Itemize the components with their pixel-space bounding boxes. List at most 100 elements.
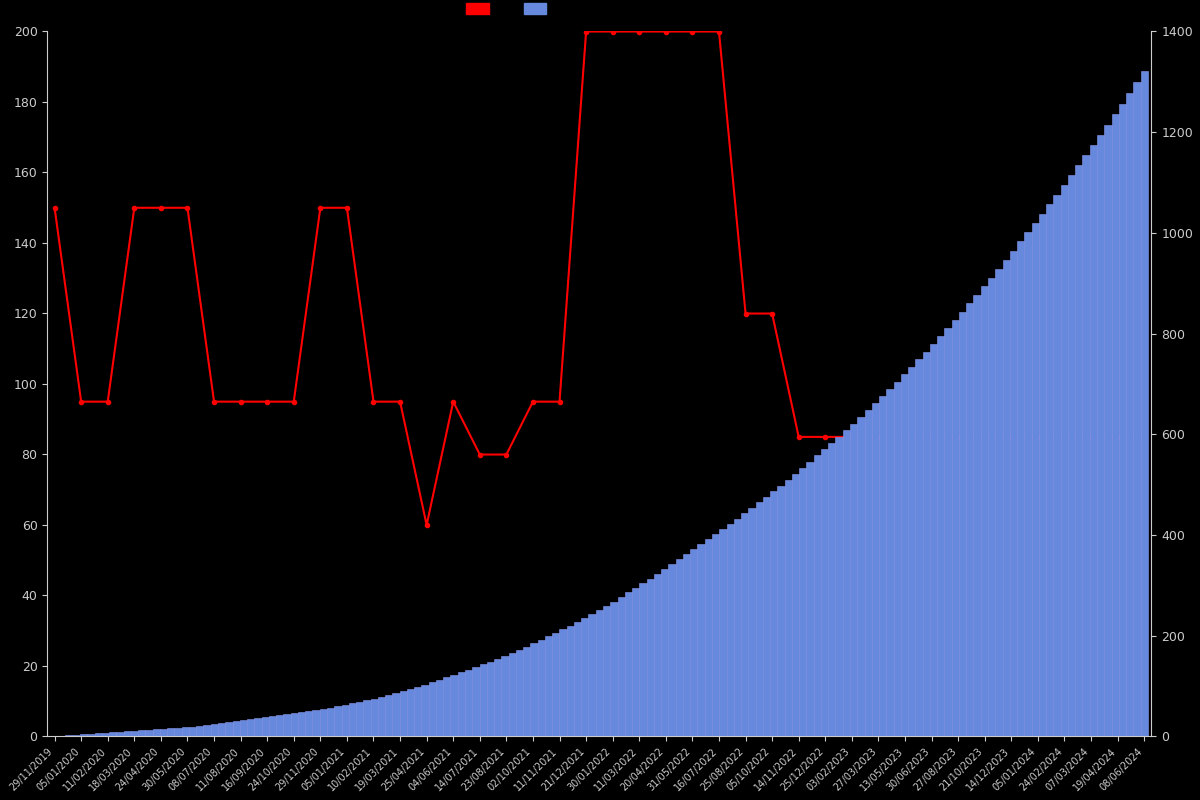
Bar bbox=[326, 708, 335, 737]
Bar bbox=[625, 593, 632, 737]
Bar bbox=[145, 730, 152, 737]
Bar bbox=[726, 524, 733, 737]
Bar bbox=[1126, 93, 1133, 737]
Bar bbox=[835, 437, 842, 737]
Bar bbox=[342, 705, 349, 737]
Bar bbox=[581, 618, 588, 737]
Bar bbox=[233, 722, 240, 737]
Bar bbox=[880, 396, 887, 737]
Bar bbox=[538, 640, 545, 737]
Bar bbox=[668, 564, 676, 737]
Bar bbox=[611, 602, 618, 737]
Bar bbox=[966, 303, 973, 737]
Bar bbox=[211, 725, 218, 737]
Bar bbox=[1097, 134, 1104, 737]
Bar bbox=[473, 667, 480, 737]
Bar bbox=[262, 718, 269, 737]
Bar bbox=[181, 727, 188, 737]
Bar bbox=[712, 534, 719, 737]
Bar bbox=[887, 389, 894, 737]
Bar bbox=[871, 403, 880, 737]
Bar bbox=[916, 359, 923, 737]
Bar bbox=[400, 691, 407, 737]
Bar bbox=[174, 728, 181, 737]
Bar bbox=[930, 344, 937, 737]
Bar bbox=[676, 559, 683, 737]
Bar bbox=[188, 727, 197, 737]
Bar bbox=[443, 677, 450, 737]
Bar bbox=[80, 734, 88, 737]
Bar bbox=[1068, 175, 1075, 737]
Bar bbox=[1104, 125, 1111, 737]
Bar bbox=[770, 491, 778, 737]
Bar bbox=[502, 656, 509, 737]
Legend: , : , bbox=[466, 2, 556, 15]
Bar bbox=[683, 554, 690, 737]
Bar bbox=[574, 622, 581, 737]
Bar bbox=[857, 418, 864, 737]
Bar bbox=[995, 269, 1002, 737]
Bar bbox=[312, 710, 319, 737]
Bar bbox=[988, 278, 995, 737]
Bar bbox=[908, 367, 916, 737]
Bar bbox=[850, 424, 857, 737]
Bar bbox=[1118, 103, 1126, 737]
Bar bbox=[138, 730, 145, 737]
Bar bbox=[450, 674, 457, 737]
Bar bbox=[480, 665, 487, 737]
Bar bbox=[742, 514, 749, 737]
Bar bbox=[457, 672, 466, 737]
Bar bbox=[647, 579, 654, 737]
Bar bbox=[1111, 114, 1118, 737]
Bar bbox=[378, 698, 385, 737]
Bar bbox=[1061, 185, 1068, 737]
Bar bbox=[1090, 145, 1097, 737]
Bar bbox=[73, 735, 80, 737]
Bar bbox=[516, 650, 523, 737]
Bar bbox=[102, 733, 109, 737]
Bar bbox=[1002, 260, 1010, 737]
Bar bbox=[654, 574, 661, 737]
Bar bbox=[778, 486, 785, 737]
Bar bbox=[226, 722, 233, 737]
Bar bbox=[959, 312, 966, 737]
Bar bbox=[618, 597, 625, 737]
Bar bbox=[1039, 214, 1046, 737]
Bar bbox=[407, 689, 414, 737]
Bar bbox=[204, 726, 211, 737]
Bar bbox=[749, 508, 756, 737]
Bar bbox=[1075, 165, 1082, 737]
Bar bbox=[385, 695, 392, 737]
Bar bbox=[152, 730, 160, 737]
Bar bbox=[116, 732, 124, 737]
Bar bbox=[842, 430, 850, 737]
Bar bbox=[509, 653, 516, 737]
Bar bbox=[704, 539, 712, 737]
Bar bbox=[131, 731, 138, 737]
Bar bbox=[364, 700, 371, 737]
Bar bbox=[595, 610, 604, 737]
Bar bbox=[828, 443, 835, 737]
Bar bbox=[821, 450, 828, 737]
Bar bbox=[371, 698, 378, 737]
Bar bbox=[973, 295, 980, 737]
Bar bbox=[604, 606, 611, 737]
Bar bbox=[530, 643, 538, 737]
Bar bbox=[240, 720, 247, 737]
Bar bbox=[792, 474, 799, 737]
Bar bbox=[559, 630, 566, 737]
Bar bbox=[923, 352, 930, 737]
Bar bbox=[349, 703, 356, 737]
Bar bbox=[283, 714, 290, 737]
Bar bbox=[305, 711, 312, 737]
Bar bbox=[167, 729, 174, 737]
Bar bbox=[290, 714, 298, 737]
Bar bbox=[864, 410, 871, 737]
Bar bbox=[487, 662, 494, 737]
Bar bbox=[1046, 204, 1054, 737]
Bar bbox=[1082, 155, 1090, 737]
Bar bbox=[901, 374, 908, 737]
Bar bbox=[421, 685, 428, 737]
Bar bbox=[894, 382, 901, 737]
Bar bbox=[335, 706, 342, 737]
